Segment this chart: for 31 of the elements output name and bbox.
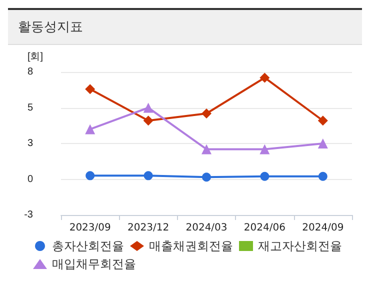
- legend-label: 재고자산회전율: [258, 239, 342, 253]
- point: [86, 171, 95, 180]
- point: [143, 102, 154, 113]
- x-tick-label: 2023/12: [128, 222, 170, 234]
- x-tick-label: 2024/06: [244, 222, 286, 234]
- point: [318, 172, 328, 181]
- legend-label: 매입채무회전율: [52, 257, 136, 271]
- point: [144, 171, 153, 180]
- y-tick-label: 8: [27, 66, 34, 78]
- y-tick-label: 0: [27, 174, 34, 185]
- point: [85, 84, 96, 94]
- point: [202, 108, 212, 118]
- y-tick-label: 3: [27, 138, 34, 149]
- point: [260, 144, 270, 154]
- point: [143, 116, 154, 126]
- legend-label: 총자산회전율: [52, 239, 124, 253]
- x-tick-label: 2024/09: [302, 222, 344, 234]
- x-tick-label: 2024/03: [186, 222, 228, 234]
- legend-label: 매출채권회전율: [149, 239, 233, 253]
- point: [318, 138, 328, 148]
- point: [260, 72, 270, 83]
- point: [202, 172, 211, 182]
- y-tick-label: 5: [27, 102, 34, 114]
- point: [260, 172, 270, 181]
- y-axis-title: [회]: [27, 52, 44, 62]
- point: [318, 116, 328, 126]
- y-tick-label: -3: [24, 210, 34, 220]
- x-tick-label: 2023/09: [69, 222, 111, 234]
- chart-title: 활동성지표: [8, 8, 362, 45]
- point: [85, 124, 96, 134]
- point: [202, 144, 212, 154]
